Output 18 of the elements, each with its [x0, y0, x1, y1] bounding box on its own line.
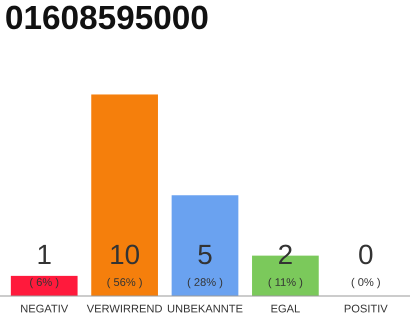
x-tick-label: UNBEKANNTE: [168, 304, 242, 312]
annotation: ( 0% ): [352, 278, 380, 288]
annotation: ( 6% ): [30, 278, 58, 288]
x-tick-label: VERWIRREND: [86, 304, 162, 312]
x-tick-label: POSITIV: [344, 304, 388, 312]
data-label: 5: [198, 244, 212, 264]
x-tick-label: EGAL: [271, 304, 300, 312]
data-label: 1: [38, 244, 51, 264]
annotation: ( 56% ): [107, 278, 142, 288]
bar: [172, 195, 238, 296]
bar: [10, 276, 78, 296]
bar: [91, 94, 158, 296]
annotation: ( 11% ): [268, 278, 302, 288]
data-label: 10: [111, 244, 139, 264]
annotation: ( 28% ): [188, 278, 222, 288]
data-label: 0: [359, 244, 372, 264]
chart-title: 01608595000: [6, 6, 208, 30]
x-tick-label: NEGATIV: [21, 304, 68, 312]
